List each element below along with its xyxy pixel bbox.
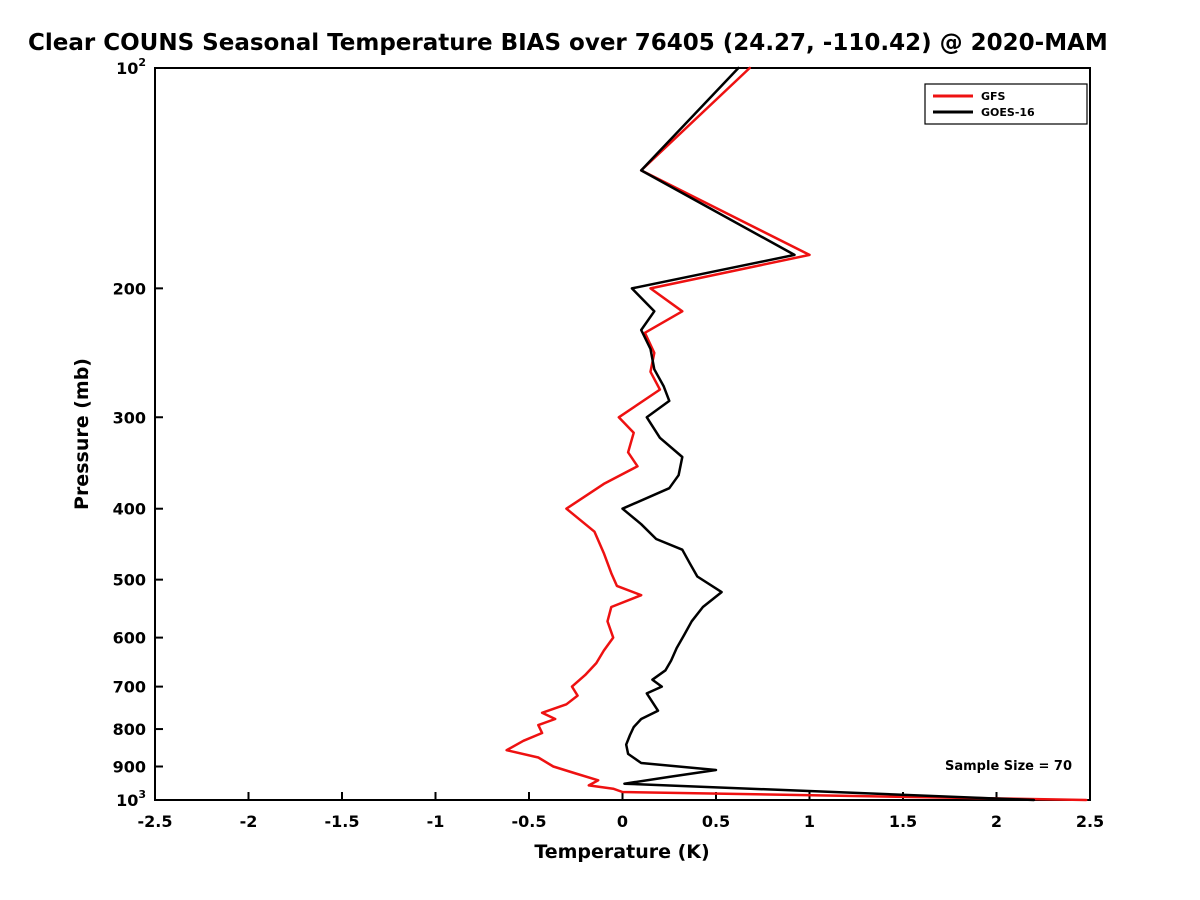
tick-marks	[154, 67, 1091, 801]
x-tick-label: -0.5	[512, 812, 547, 831]
x-tick-label: 2.5	[1076, 812, 1104, 831]
y-axis-label: Pressure (mb)	[71, 358, 93, 510]
legend-label-gfs: GFS	[981, 90, 1006, 103]
plot-box	[154, 67, 1091, 801]
y-tick-label: 900	[113, 758, 146, 777]
y-tick-label: 500	[113, 571, 146, 590]
chart-title: Clear COUNS Seasonal Temperature BIAS ov…	[28, 30, 1108, 56]
legend: GFS GOES-16	[924, 83, 1088, 125]
x-tick-label: 0	[617, 812, 628, 831]
series-lines	[505, 66, 1088, 802]
y-tick-label: 600	[113, 629, 146, 648]
x-axis-label: Temperature (K)	[534, 841, 709, 863]
y-tick-label: 800	[113, 720, 146, 739]
legend-label-goes16: GOES-16	[981, 106, 1035, 119]
tick-labels: -2.5 -2 -1.5 -1 -0.5 0 0.5 1 1.5 2 2.5 102 200 300 400…	[113, 56, 1105, 831]
y-tick-label: 700	[113, 678, 146, 697]
y-tick-label: 200	[113, 279, 146, 298]
x-tick-label: -1.5	[325, 812, 360, 831]
y-tick-label: 300	[113, 408, 146, 427]
series-line-goes-16	[621, 66, 1036, 802]
x-tick-label: -1	[427, 812, 445, 831]
x-tick-label: 0.5	[702, 812, 730, 831]
x-tick-label: 1	[804, 812, 815, 831]
x-tick-label: 2	[991, 812, 1002, 831]
plot-frame	[154, 67, 1091, 801]
sample-size-annotation: Sample Size = 70	[945, 759, 1072, 774]
y-tick-label: 400	[113, 500, 146, 519]
legend-box	[924, 83, 1088, 125]
x-tick-label: -2	[240, 812, 258, 831]
x-tick-label: 1.5	[889, 812, 917, 831]
y-tick-label: 102	[116, 56, 146, 78]
y-tick-label: 103	[116, 788, 146, 810]
x-tick-label: -2.5	[138, 812, 173, 831]
series-line-gfs	[505, 66, 1088, 802]
